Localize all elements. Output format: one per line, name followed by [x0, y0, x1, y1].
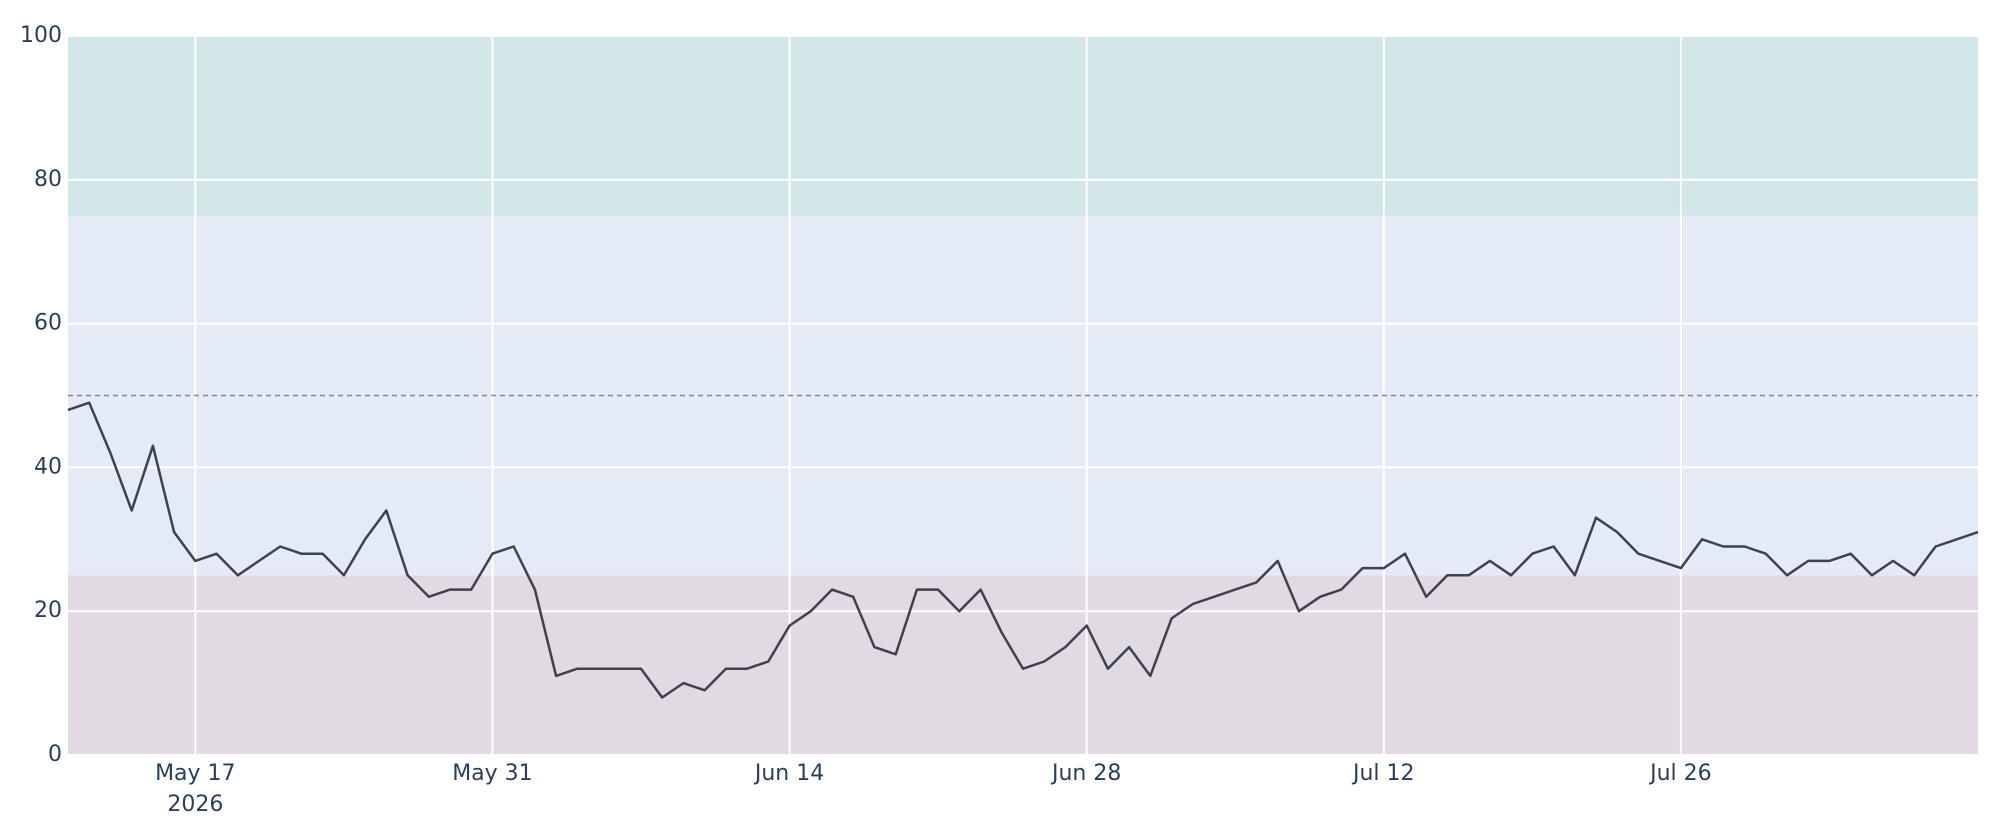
y-tick-label: 80: [34, 167, 62, 192]
line-series: [67, 401, 1979, 699]
y-tick-label: 40: [34, 454, 62, 479]
x-tick-label: May 17: [155, 761, 235, 786]
y-tick-label: 60: [34, 311, 62, 336]
x-tick-label: Jun 14: [753, 761, 824, 786]
band: [68, 36, 1978, 216]
x-tick-label: May 31: [452, 761, 532, 786]
y-tick-label: 20: [34, 598, 62, 623]
x-tick-label: Jul 12: [1351, 761, 1415, 786]
band: [68, 575, 1978, 755]
x-tick-year: 2026: [167, 792, 223, 817]
x-tick-label: Jun 28: [1050, 761, 1121, 786]
y-tick-label: 100: [20, 23, 62, 48]
y-tick-label: 0: [48, 742, 62, 767]
x-tick-label: Jul 26: [1648, 761, 1712, 786]
